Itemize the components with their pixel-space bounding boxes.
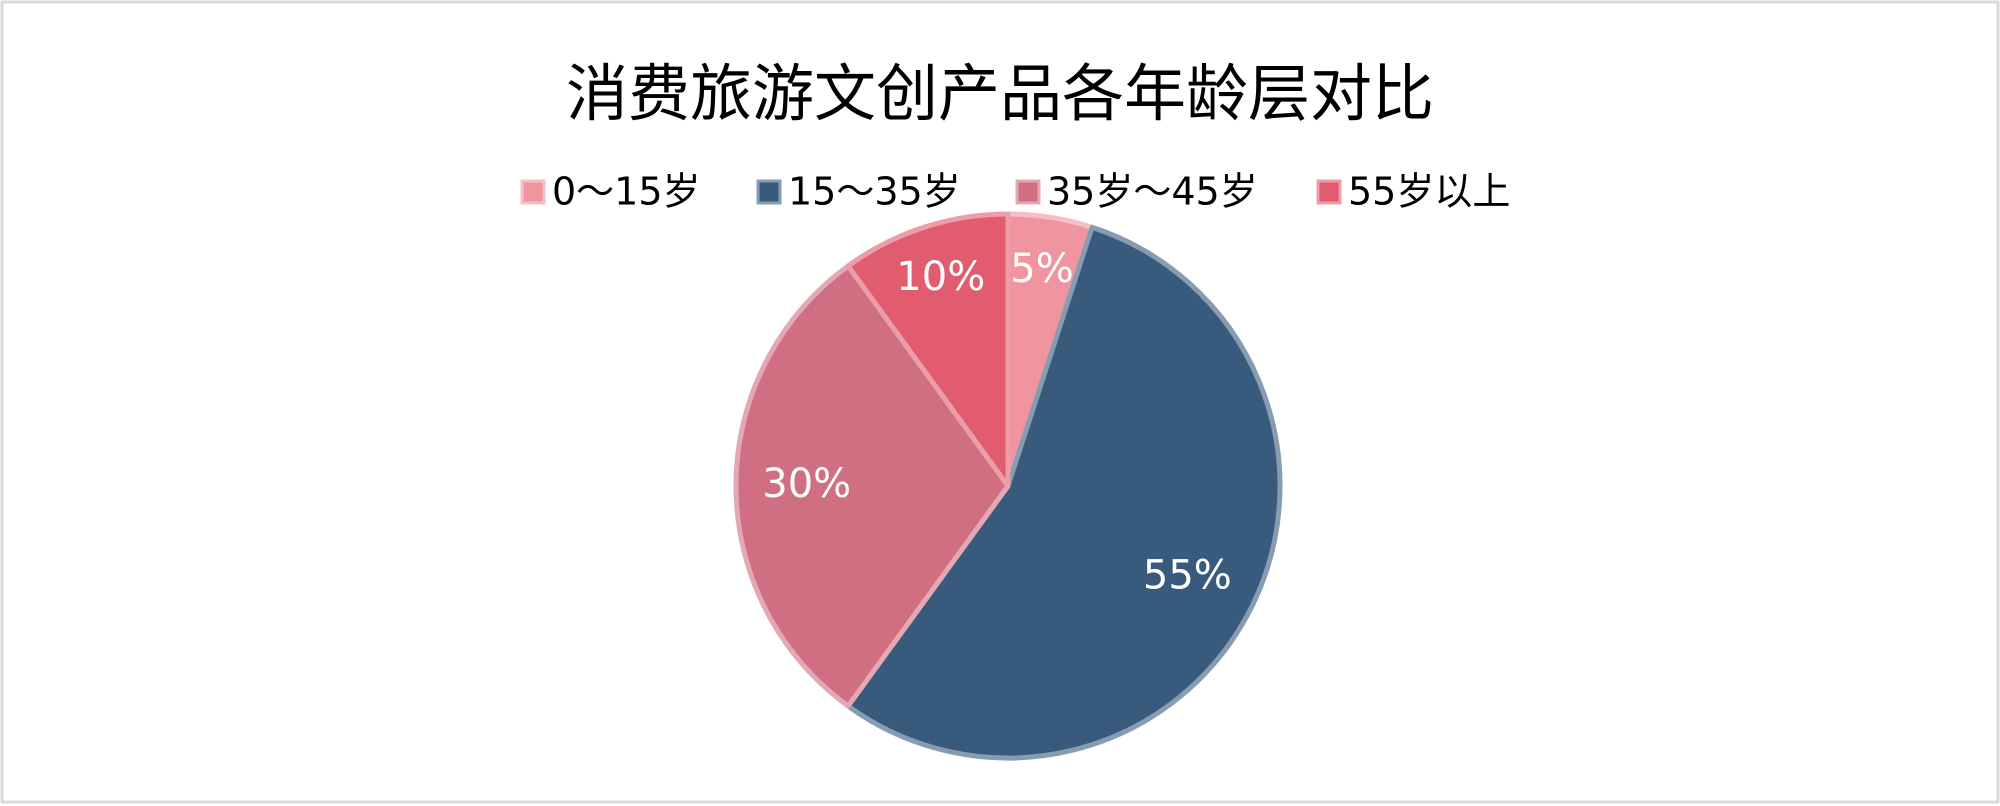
legend-swatch xyxy=(520,179,546,205)
pie-slice xyxy=(845,211,1011,489)
legend-swatch xyxy=(1316,179,1342,205)
legend-label: 55岁以上 xyxy=(1348,170,1510,214)
legend-label: 0～15岁 xyxy=(552,170,701,214)
data-label: 10% xyxy=(896,254,985,300)
legend-swatch xyxy=(756,179,782,205)
chart-title: 消费旅游文创产品各年龄层对比 xyxy=(566,57,1434,130)
data-label: 30% xyxy=(762,461,851,507)
pie-slice xyxy=(845,224,1283,761)
legend-label: 15～35岁 xyxy=(788,170,961,214)
data-label: 55% xyxy=(1143,552,1232,598)
legend-label: 35岁～45岁 xyxy=(1047,170,1258,214)
pie-slice xyxy=(733,263,1011,709)
legend-swatch xyxy=(1015,179,1041,205)
data-label: 5% xyxy=(1010,246,1073,292)
